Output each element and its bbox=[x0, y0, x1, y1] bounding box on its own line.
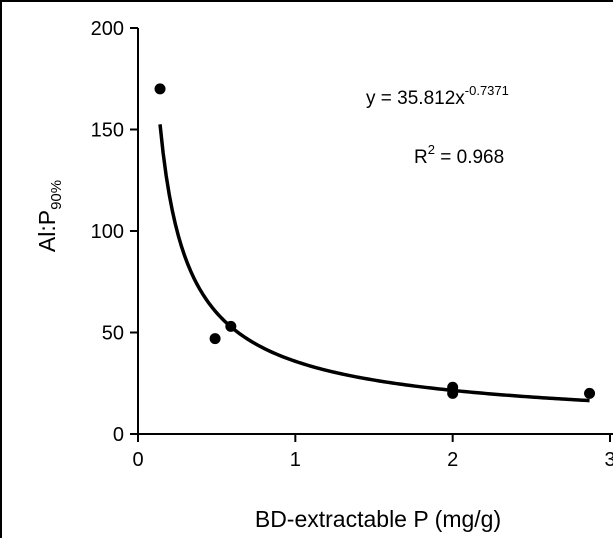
trendline-equation: y = 35.812x-0.7371 bbox=[366, 83, 509, 109]
trendline bbox=[158, 124, 590, 403]
y-tick-label: 200 bbox=[91, 18, 124, 40]
y-tick-label: 0 bbox=[113, 424, 124, 446]
x-axis-title: BD-extractable P (mg/g) bbox=[255, 506, 501, 532]
equation-annotation: y = 35.812x-0.7371 R2 = 0.968 bbox=[366, 83, 509, 168]
y-tick-label: 100 bbox=[91, 221, 124, 243]
x-tick-label: 2 bbox=[447, 449, 458, 471]
r-squared-label: R2 = 0.968 bbox=[414, 142, 504, 168]
x-tick-label: 3 bbox=[604, 449, 613, 471]
trendline-group bbox=[158, 124, 590, 403]
x-tick-label: 1 bbox=[290, 449, 301, 471]
data-point bbox=[447, 387, 459, 399]
data-point bbox=[225, 320, 237, 332]
data-point bbox=[584, 387, 596, 399]
x-tick-label: 0 bbox=[132, 449, 143, 471]
y-tick-label: 150 bbox=[91, 120, 124, 142]
axes: 0 50 100 150 200 0 1 2 3 bbox=[91, 18, 613, 471]
data-points bbox=[154, 83, 596, 399]
y-axis-title: Al:P90% bbox=[34, 180, 65, 252]
y-tick-label: 50 bbox=[102, 323, 124, 345]
data-point bbox=[209, 333, 221, 345]
data-point bbox=[154, 83, 166, 95]
